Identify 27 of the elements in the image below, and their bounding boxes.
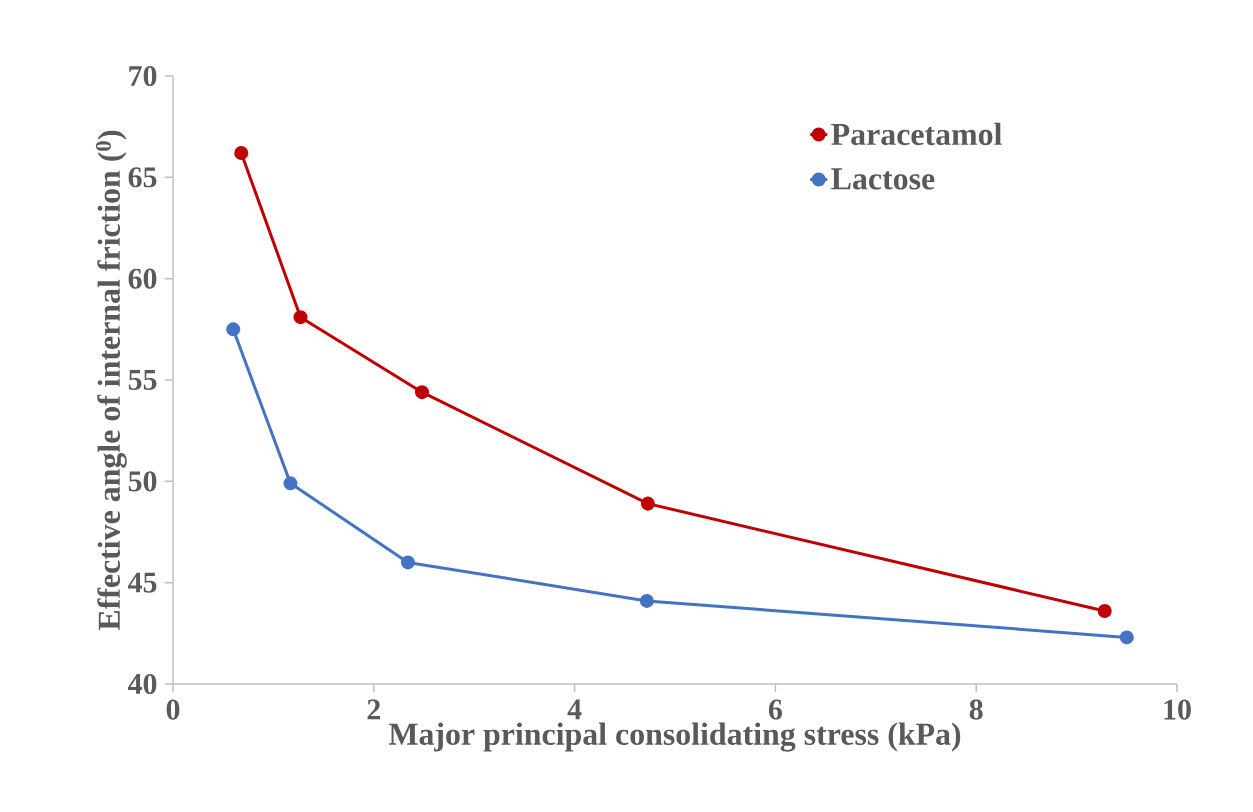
legend-label: Paracetamol: [831, 122, 1002, 146]
x-tick-label: 4: [567, 699, 582, 720]
y-tick-label: 65: [128, 167, 157, 188]
point: [234, 146, 249, 161]
y-tick-label: 45: [128, 572, 157, 593]
point: [226, 322, 241, 337]
x-tick-label: 0: [166, 699, 180, 720]
x-tick-label: 2: [367, 699, 380, 720]
point: [639, 593, 654, 608]
y-axis-title: Effective angle of internal friction ($^{0}$): [95, 130, 127, 631]
x-tick-label: 10: [1164, 699, 1191, 720]
y-tick-label: 70: [129, 65, 157, 87]
x-tick-label: 8: [969, 699, 983, 720]
x-axis-title: Major principal consolidating stress (kPa): [388, 722, 961, 752]
point: [283, 476, 298, 491]
point: [640, 496, 655, 511]
y-tick-label: 55: [128, 370, 157, 390]
point: [1097, 604, 1112, 619]
y-tick-label: 60: [128, 268, 157, 289]
point: [400, 555, 415, 570]
x-tick-label: 6: [768, 699, 782, 720]
point: [414, 385, 429, 400]
y-tick-label: 40: [128, 673, 157, 695]
point: [293, 310, 308, 325]
legend-label: Lactose: [831, 168, 935, 190]
y-tick-label: 50: [128, 471, 157, 492]
point: [1119, 630, 1134, 645]
